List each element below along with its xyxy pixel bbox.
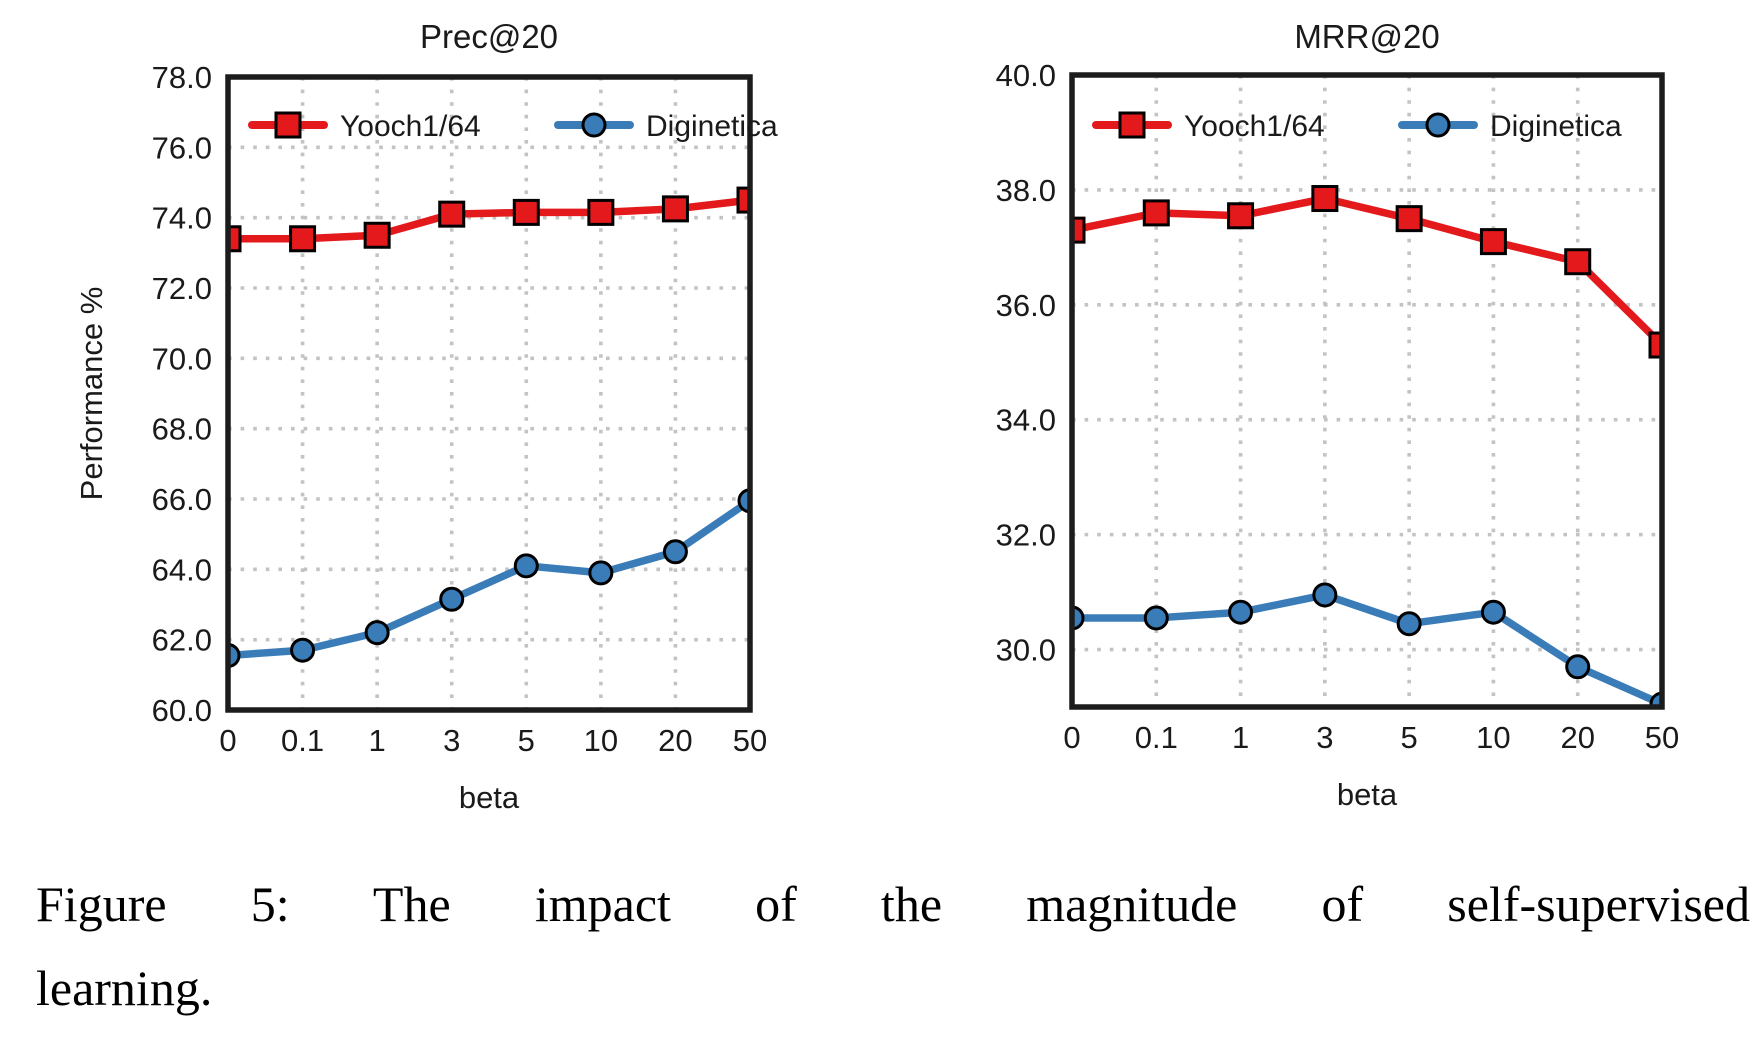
- data-point-marker: [513, 553, 539, 579]
- legend-marker: [581, 112, 607, 138]
- data-point-marker: [1142, 199, 1170, 227]
- y-axis-label: Performance %: [74, 287, 109, 501]
- y-tick-label: 64.0: [152, 552, 212, 587]
- x-tick-label: 3: [1316, 720, 1333, 755]
- series-line-Yooch1/64: [1072, 194, 1662, 348]
- y-tick-label: 74.0: [152, 201, 212, 236]
- charts-svg: 60.0 62.0 64.0 66.0 68.0 70.0 72.0 74.0 76.0 78.0…: [74, 18, 1680, 815]
- legend-marker: [1425, 112, 1451, 138]
- y-tick-label: 66.0: [152, 482, 212, 517]
- data-point-marker: [1143, 605, 1169, 631]
- series-line-Diginetica: [228, 497, 750, 660]
- plot-border: [225, 74, 753, 713]
- y-tick-label: 36.0: [996, 288, 1056, 323]
- y-tick-label: 62.0: [152, 623, 212, 658]
- data-point-marker: [1396, 611, 1422, 637]
- plot-series: [228, 186, 750, 668]
- y-tick-label: 38.0: [996, 173, 1056, 208]
- data-point-marker: [1480, 599, 1506, 625]
- data-point-marker: [1227, 202, 1255, 230]
- x-tick-label: 5: [1401, 720, 1418, 755]
- chart-MRR@20: 30.0 32.0 34.0 36.0 38.0 40.0 0 0.1 1 3 5 10 20 50 MRR…: [996, 18, 1680, 812]
- data-point-marker: [1072, 216, 1086, 244]
- legend-label: Yooch1/64: [1184, 110, 1325, 143]
- x-tick-label: 1: [369, 723, 386, 758]
- figure-caption: Figure 5: The impact of the magnitude of…: [36, 862, 1750, 1030]
- y-tick-label: 60.0: [152, 693, 212, 728]
- data-point-marker: [439, 586, 465, 612]
- y-tick-label: 76.0: [152, 130, 212, 165]
- caption-line-2: learning.: [36, 960, 213, 1016]
- x-tick-label: 0.1: [1135, 720, 1178, 755]
- data-point-marker: [1648, 331, 1662, 359]
- data-point-marker: [1479, 228, 1507, 256]
- data-point-marker: [364, 620, 390, 646]
- x-tick-label: 50: [733, 723, 767, 758]
- data-point-marker: [1564, 248, 1592, 276]
- data-point-marker: [736, 186, 750, 214]
- x-tick-label: 5: [518, 723, 535, 758]
- data-point-marker: [1312, 582, 1338, 608]
- data-point-marker: [363, 221, 391, 249]
- legend-marker: [274, 111, 302, 139]
- x-tick-label: 0: [1063, 720, 1080, 755]
- x-tick-label: 0: [219, 723, 236, 758]
- series-line-Diginetica: [1072, 591, 1662, 707]
- x-tick-label: 50: [1645, 720, 1679, 755]
- y-tick-label: 70.0: [152, 341, 212, 376]
- y-tick-label: 72.0: [152, 271, 212, 306]
- chart-title: Prec@20: [420, 18, 558, 55]
- x-tick-label: 20: [658, 723, 692, 758]
- x-axis-label: beta: [1337, 777, 1398, 812]
- figure-5: 60.0 62.0 64.0 66.0 68.0 70.0 72.0 74.0 76.0 78.0…: [74, 18, 1680, 815]
- data-point-marker: [289, 225, 317, 253]
- data-point-marker: [1311, 185, 1339, 213]
- data-point-marker: [662, 539, 688, 565]
- data-point-marker: [587, 198, 615, 226]
- x-axis-label: beta: [459, 780, 520, 815]
- caption-line-1: Figure 5: The impact of the magnitude of…: [36, 876, 1750, 932]
- y-tick-label: 68.0: [152, 412, 212, 447]
- plot-series: [1072, 185, 1662, 707]
- data-point-marker: [1228, 599, 1254, 625]
- legend-label: Diginetica: [1490, 110, 1622, 143]
- chart-title: MRR@20: [1294, 18, 1439, 55]
- y-tick-label: 34.0: [996, 403, 1056, 438]
- data-point-marker: [1395, 205, 1423, 233]
- y-tick-label: 30.0: [996, 633, 1056, 668]
- data-point-marker: [512, 198, 540, 226]
- x-tick-label: 3: [443, 723, 460, 758]
- data-point-marker: [438, 200, 466, 228]
- data-point-marker: [290, 637, 316, 663]
- y-tick-label: 40.0: [996, 58, 1056, 93]
- x-tick-label: 10: [584, 723, 618, 758]
- legend-label: Diginetica: [646, 110, 778, 143]
- y-tick-label: 32.0: [996, 518, 1056, 553]
- legend-label: Yooch1/64: [340, 110, 481, 143]
- chart-Prec@20: 60.0 62.0 64.0 66.0 68.0 70.0 72.0 74.0 76.0 78.0…: [74, 18, 778, 815]
- x-tick-label: 0.1: [281, 723, 324, 758]
- plot-border: [1069, 72, 1665, 710]
- x-tick-label: 10: [1476, 720, 1510, 755]
- data-point-marker: [588, 560, 614, 586]
- data-point-marker: [1565, 654, 1591, 680]
- data-point-marker: [228, 225, 242, 253]
- x-tick-label: 20: [1560, 720, 1594, 755]
- y-tick-label: 78.0: [152, 60, 212, 95]
- legend-marker: [1118, 111, 1146, 139]
- data-point-marker: [661, 195, 689, 223]
- x-tick-label: 1: [1232, 720, 1249, 755]
